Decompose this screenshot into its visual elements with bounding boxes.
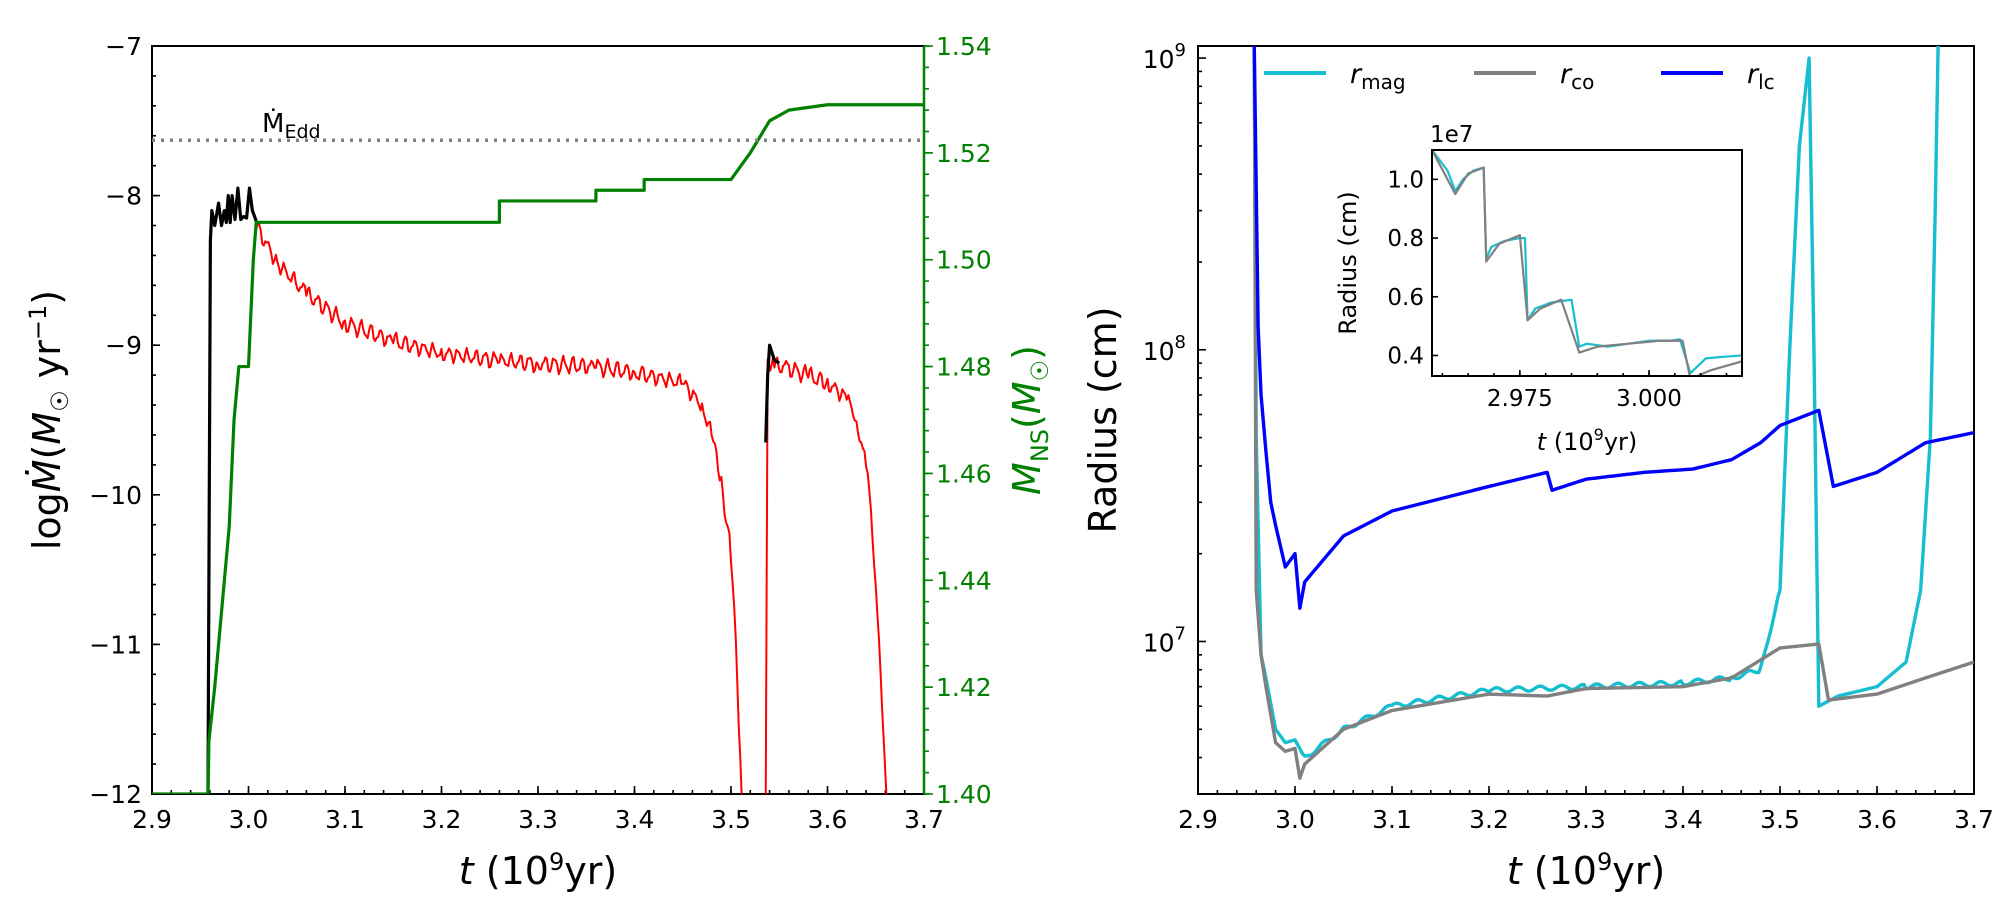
left-right-y-tick-label: 1.50	[936, 246, 992, 275]
right-panel: 2.9 3.0 3.1 3.2 3.3 3.4 3.5 3.6 3.7 107 108 109 t …	[1081, 40, 1994, 893]
left-panel: ṀEdd 2.9 3.0 3.1 3.2 3.3 3.4 3.5 3.6 3.7 −12 −11 −…	[24, 32, 1054, 893]
left-y-axis-label: logṀ(M☉ yr−1)	[24, 290, 74, 550]
left-right-y-tick-label: 1.46	[936, 459, 992, 488]
right-series-r-mag	[1252, 46, 1940, 758]
left-x-tick-label: 3.6	[808, 805, 848, 834]
left-x-tick-label: 3.2	[422, 805, 462, 834]
eddington-label: ṀEdd	[262, 107, 321, 143]
inset-y-tick-label: 0.8	[1387, 226, 1424, 252]
left-series-mdot-black-second-	[764, 343, 781, 443]
left-x-tick-label: 3.0	[229, 805, 269, 834]
left-x-axis-label: t (109yr)	[459, 848, 617, 893]
left-plot-frame	[151, 45, 925, 795]
legend-label-lc: rlc	[1747, 59, 1775, 94]
inset-x-tick-label: 2.975	[1487, 386, 1553, 412]
inset-x-axis-label: t (109yr)	[1537, 425, 1638, 456]
left-series-mdot-red-second-	[764, 356, 888, 794]
legend: rmag rco rlc	[1264, 59, 1775, 94]
left-y-tick-label: −7	[105, 32, 142, 61]
left-y-tick-label: −9	[105, 331, 142, 360]
left-right-y-tick-label: 1.48	[936, 353, 992, 382]
right-series-r-lc	[1252, 46, 1974, 610]
left-series-mdot-red-	[255, 222, 743, 794]
left-x-tick-label: 3.1	[325, 805, 365, 834]
right-y-tick-label: 107	[1143, 623, 1186, 657]
left-y-tick-label: −12	[89, 780, 142, 809]
inset-series-r-co	[1432, 150, 1742, 376]
inset-x-tick-label: 3.000	[1616, 386, 1682, 412]
left-x-tick-label: 3.3	[518, 805, 558, 834]
left-right-y-tick-label: 1.42	[936, 673, 992, 702]
inset-y-tick-label: 1.0	[1387, 167, 1424, 193]
right-x-tick-label: 3.3	[1566, 805, 1606, 834]
left-x-tick-label: 3.4	[615, 805, 655, 834]
left-right-y-tick-label: 1.52	[936, 139, 992, 168]
right-series-r-co	[1252, 46, 1974, 780]
left-y-tick-label: −11	[89, 630, 142, 659]
right-x-tick-label: 3.6	[1857, 805, 1897, 834]
right-y-axis-label: Radius (cm)	[1081, 306, 1125, 533]
right-x-tick-label: 2.9	[1178, 805, 1218, 834]
right-x-tick-label: 3.2	[1469, 805, 1509, 834]
inset-y-axis-label: Radius (cm)	[1334, 191, 1362, 334]
right-x-tick-label: 3.0	[1275, 805, 1315, 834]
left-right-y-tick-label: 1.54	[936, 32, 992, 61]
right-x-tick-label: 3.5	[1760, 805, 1800, 834]
left-right-y-tick-label: 1.44	[936, 566, 992, 595]
inset-frame	[1431, 149, 1743, 377]
legend-label-mag: rmag	[1350, 59, 1406, 94]
left-x-tick-label: 2.9	[132, 805, 172, 834]
left-series-m-ns	[152, 103, 924, 794]
legend-label-co: rco	[1560, 59, 1594, 94]
right-x-tick-label: 3.1	[1372, 805, 1412, 834]
right-y-tick-label: 108	[1143, 332, 1186, 366]
inset-y-tick-label: 0.4	[1387, 343, 1424, 369]
left-x-tick-label: 3.5	[711, 805, 751, 834]
inset-y-tick-label: 0.6	[1387, 285, 1424, 311]
right-y-tick-label: 109	[1143, 40, 1186, 74]
right-x-tick-label: 3.7	[1954, 805, 1994, 834]
right-x-tick-label: 3.4	[1663, 805, 1703, 834]
inset-offset-text: 1e7	[1430, 122, 1473, 148]
left-right-y-tick-label: 1.40	[936, 780, 992, 809]
left-y-tick-label: −8	[105, 182, 142, 211]
left-x-tick-label: 3.7	[904, 805, 944, 834]
right-x-axis-label: t (109yr)	[1507, 848, 1665, 893]
left-right-axis-label: MNS(M☉)	[1005, 345, 1054, 495]
inset-plot: 2.975 3.000 0.4 0.6 0.8 1.0 1e7 Radius (cm) t…	[1334, 122, 1743, 456]
left-series-mdot-black-	[206, 186, 258, 794]
left-y-tick-label: −10	[89, 481, 142, 510]
